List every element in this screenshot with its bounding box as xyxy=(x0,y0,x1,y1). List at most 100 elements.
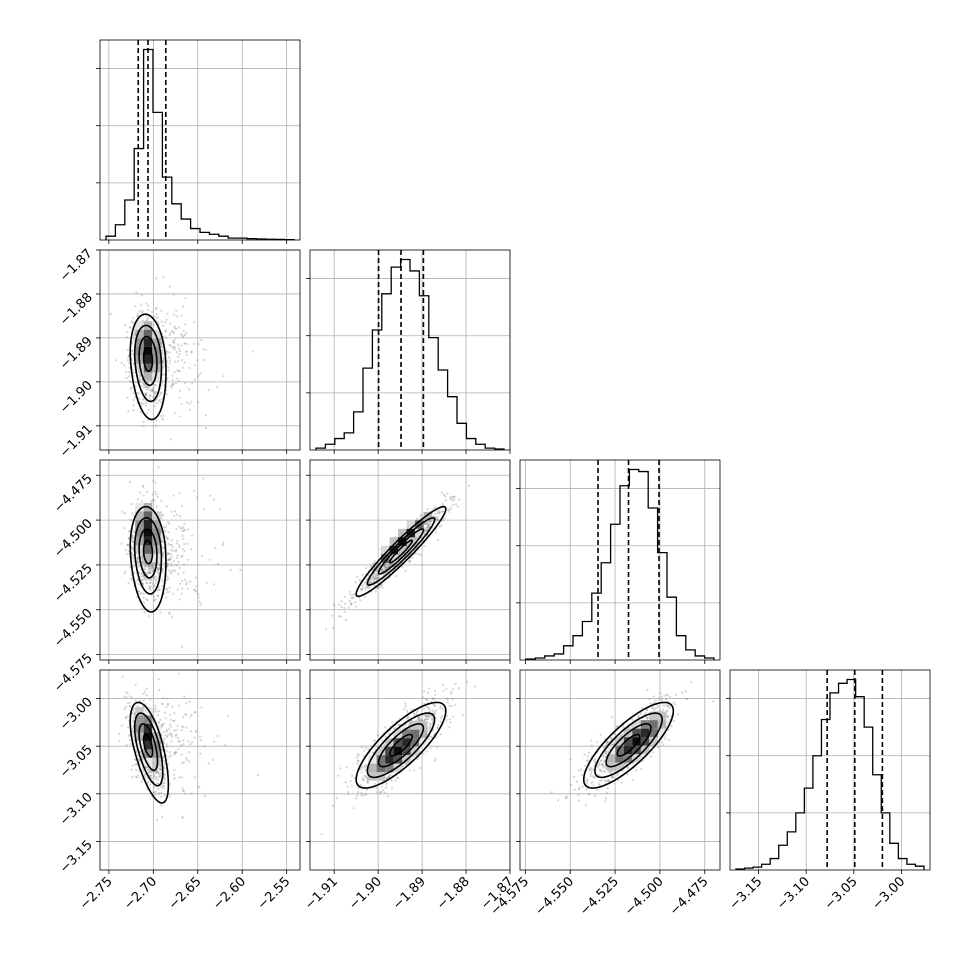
sample-point xyxy=(182,563,186,566)
sample-point xyxy=(450,704,453,708)
sample-point xyxy=(365,793,368,796)
sample-point xyxy=(597,782,600,785)
sample-point xyxy=(193,378,196,381)
sample-point xyxy=(138,378,142,381)
sample-point xyxy=(175,327,178,331)
sample-point xyxy=(357,759,360,763)
sample-point xyxy=(178,598,181,601)
sample-point xyxy=(379,791,382,794)
sample-point xyxy=(372,575,375,578)
sample-point xyxy=(406,717,409,720)
sample-point xyxy=(189,730,193,733)
sample-point xyxy=(212,498,215,501)
sample-point xyxy=(138,759,141,762)
sample-point xyxy=(207,762,210,765)
sample-point xyxy=(153,563,156,566)
sample-point xyxy=(426,698,429,702)
sample-point xyxy=(179,515,182,518)
sample-point xyxy=(343,595,346,598)
sample-point xyxy=(190,350,193,353)
sample-point xyxy=(141,607,144,610)
sample-point xyxy=(442,493,446,496)
sample-point xyxy=(133,712,136,716)
sample-point xyxy=(344,781,347,784)
sample-point xyxy=(144,392,147,395)
sample-point xyxy=(131,547,134,550)
sample-point xyxy=(193,489,196,492)
sample-point xyxy=(183,333,186,337)
sample-point xyxy=(339,615,342,618)
density-cell xyxy=(152,372,161,381)
sample-point xyxy=(176,748,180,751)
sample-point xyxy=(362,778,365,782)
density-cell xyxy=(143,511,153,520)
contour-1 xyxy=(138,528,158,579)
sample-point xyxy=(186,759,189,762)
sample-point xyxy=(153,391,157,394)
sample-point xyxy=(150,567,154,570)
sample-point xyxy=(193,321,196,324)
sample-point xyxy=(343,606,346,610)
sample-point xyxy=(374,574,377,577)
sample-point xyxy=(388,732,391,735)
density-cell xyxy=(402,729,411,739)
sample-point xyxy=(172,347,175,350)
plot-area xyxy=(118,672,259,822)
sample-point xyxy=(144,386,147,389)
sample-point xyxy=(182,743,185,746)
sample-point xyxy=(131,578,134,582)
density-cell xyxy=(376,763,386,773)
sample-point xyxy=(365,788,368,792)
sample-point xyxy=(150,564,153,568)
density-cell xyxy=(368,755,377,764)
sample-point xyxy=(173,313,176,316)
sample-point xyxy=(179,744,183,747)
sample-point xyxy=(153,499,156,502)
sample-point xyxy=(134,763,137,766)
sample-point xyxy=(199,752,202,755)
sample-point xyxy=(138,571,141,575)
sample-point xyxy=(165,697,168,700)
sample-point xyxy=(128,695,132,698)
sample-point xyxy=(203,507,206,510)
sample-point xyxy=(391,721,394,724)
sample-point xyxy=(166,575,169,579)
sample-point xyxy=(162,356,165,359)
sample-point xyxy=(190,382,194,385)
density-cell xyxy=(152,338,161,347)
sample-point xyxy=(167,542,170,545)
sample-point xyxy=(176,542,179,545)
sample-point xyxy=(173,719,176,722)
sample-point xyxy=(428,523,431,527)
sample-point xyxy=(367,748,370,751)
sample-point xyxy=(160,536,163,539)
sample-point xyxy=(168,522,171,525)
sample-point xyxy=(171,735,174,739)
sample-point xyxy=(213,740,216,743)
sample-point xyxy=(128,701,132,704)
sample-point xyxy=(436,726,440,729)
sample-point xyxy=(185,581,189,584)
sample-point xyxy=(168,612,172,615)
density-cell xyxy=(410,738,420,747)
sample-point xyxy=(130,546,133,549)
sample-point xyxy=(187,528,190,531)
sample-point xyxy=(143,690,147,693)
sample-point xyxy=(189,580,192,583)
sample-point xyxy=(165,393,169,396)
sample-point xyxy=(394,779,397,782)
sample-point xyxy=(137,556,140,559)
sample-point xyxy=(130,696,133,699)
sample-point xyxy=(141,560,145,563)
sample-point xyxy=(446,701,449,704)
sample-point xyxy=(136,561,139,564)
sample-point xyxy=(153,576,156,579)
sample-point xyxy=(146,418,150,422)
sample-point xyxy=(162,785,165,788)
sample-point xyxy=(142,574,146,578)
sample-point xyxy=(350,596,354,600)
sample-point xyxy=(142,592,145,595)
sample-point xyxy=(216,734,219,737)
sample-point xyxy=(124,570,127,573)
sample-point xyxy=(424,718,427,721)
